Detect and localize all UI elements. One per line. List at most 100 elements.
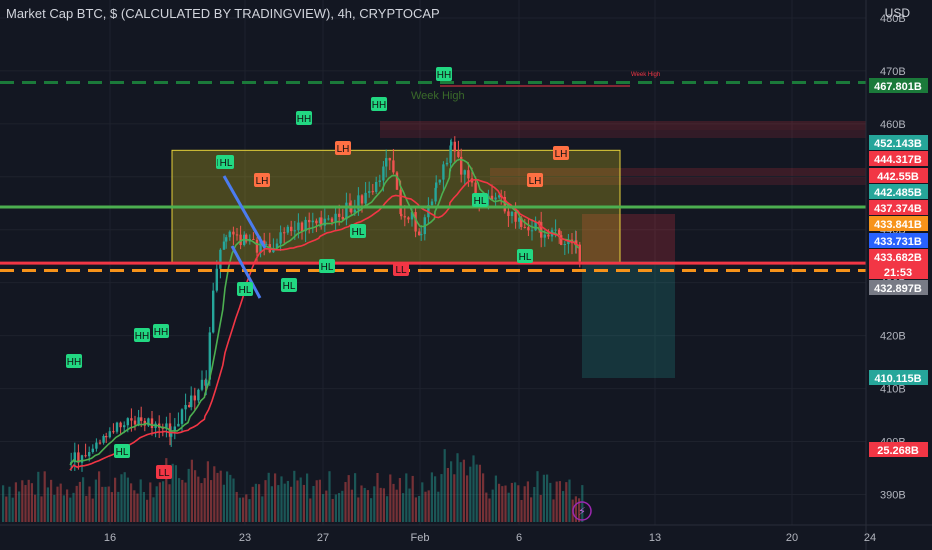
candle-body xyxy=(334,213,337,222)
candle-body xyxy=(418,231,421,236)
swing-label-text: HL xyxy=(352,227,365,238)
lightning-icon xyxy=(572,501,592,521)
candle-body xyxy=(177,423,180,427)
volume-bar xyxy=(322,493,325,522)
swing-label-badge xyxy=(553,146,569,160)
volume-bar xyxy=(546,474,549,522)
price-tag: 433.731B xyxy=(869,233,928,248)
supply-zone xyxy=(490,168,866,176)
volume-bar xyxy=(5,496,8,522)
volume-bar xyxy=(536,471,539,522)
volume-bar xyxy=(91,498,94,522)
price-tag-bg xyxy=(869,216,928,231)
volume-bar xyxy=(146,499,149,522)
candle-body xyxy=(403,216,406,218)
volume-bar xyxy=(414,497,417,522)
volume-bar xyxy=(309,498,312,522)
price-tag: 467.801B xyxy=(869,78,928,93)
swing-label-text: HL xyxy=(321,262,334,273)
week-high-label: Week High xyxy=(631,72,660,78)
candle-body xyxy=(283,232,286,234)
price-tag-text: 25.268B xyxy=(877,445,919,457)
volume-bar xyxy=(238,497,241,522)
volume-bar xyxy=(469,466,472,522)
volume-bar xyxy=(40,496,43,522)
swing-label-text: LL xyxy=(158,468,170,479)
candle-body xyxy=(88,452,91,457)
swing-label-text: HH xyxy=(135,331,149,342)
x-tick-label: 27 xyxy=(317,532,329,544)
swing-label-badge xyxy=(156,465,172,479)
volume-bar xyxy=(88,486,91,522)
candle-body xyxy=(255,239,259,253)
swing-label-text: LL xyxy=(395,265,407,276)
swing-label: LH xyxy=(254,173,270,187)
volume-bar xyxy=(392,483,395,522)
swing-label: LH xyxy=(335,141,351,155)
candle-body xyxy=(245,234,248,242)
candle-body xyxy=(435,182,438,188)
volume-bar xyxy=(478,464,481,522)
swing-label-badge xyxy=(472,193,488,207)
volume-bar xyxy=(107,486,110,522)
swing-label: HL xyxy=(319,259,335,273)
swing-label: HH xyxy=(66,354,82,368)
volume-bar xyxy=(526,481,529,522)
volume-bar xyxy=(232,478,235,522)
price-tag: 444.317B xyxy=(869,151,928,166)
volume-bar xyxy=(85,495,88,522)
volume-bar xyxy=(549,482,552,522)
swing-label-text: LH xyxy=(529,176,542,187)
candle-body xyxy=(463,170,466,175)
volume-bar xyxy=(123,472,126,522)
candle-body xyxy=(368,191,371,193)
volume-bar xyxy=(210,480,213,522)
volume-bar xyxy=(27,479,30,522)
candle-body xyxy=(563,244,566,246)
candle-body xyxy=(259,240,262,253)
price-tag-text: 442.55B xyxy=(877,171,919,183)
volume-bar xyxy=(43,471,46,522)
volume-bar xyxy=(242,497,245,522)
y-tick-label: 420B xyxy=(880,331,906,343)
volume-bar xyxy=(350,489,353,522)
swing-label: LL xyxy=(156,465,172,479)
volume-bar xyxy=(434,476,437,522)
volume-bar xyxy=(184,482,187,522)
candle-body xyxy=(348,202,352,208)
swing-label-text: HL xyxy=(283,281,296,292)
volume-bar xyxy=(370,498,373,522)
volume-bar xyxy=(117,491,120,522)
candle-body xyxy=(263,240,266,246)
volume-bar xyxy=(523,486,526,522)
volume-bar xyxy=(251,486,254,522)
candle-body xyxy=(357,195,360,210)
candle-body xyxy=(345,202,348,220)
candle-body xyxy=(228,231,231,238)
volume-bar xyxy=(328,471,331,522)
volume-bar xyxy=(398,478,401,522)
candle-body xyxy=(578,244,581,262)
volume-bar xyxy=(197,476,200,522)
volume-bar xyxy=(152,497,155,522)
price-tag: 21:53 xyxy=(869,264,928,279)
candle-body xyxy=(330,218,334,222)
candle-body xyxy=(126,418,129,426)
volume-bar xyxy=(354,473,357,522)
chart-title: Market Cap BTC, $ (CALCULATED BY TRADING… xyxy=(6,6,440,21)
candle-body xyxy=(498,195,501,198)
candle-body xyxy=(119,422,122,428)
volume-bar xyxy=(360,485,363,522)
volume-bar xyxy=(293,470,296,522)
candle-body xyxy=(450,141,453,146)
candle-body xyxy=(108,431,111,438)
volume-bar xyxy=(248,499,251,522)
candle-body xyxy=(554,229,557,231)
candle-body xyxy=(308,219,311,223)
volume-bar xyxy=(34,494,37,522)
candle-body xyxy=(275,243,279,248)
swing-label: HH xyxy=(296,111,312,125)
volume-bar xyxy=(472,455,475,522)
candle-body xyxy=(165,423,168,429)
